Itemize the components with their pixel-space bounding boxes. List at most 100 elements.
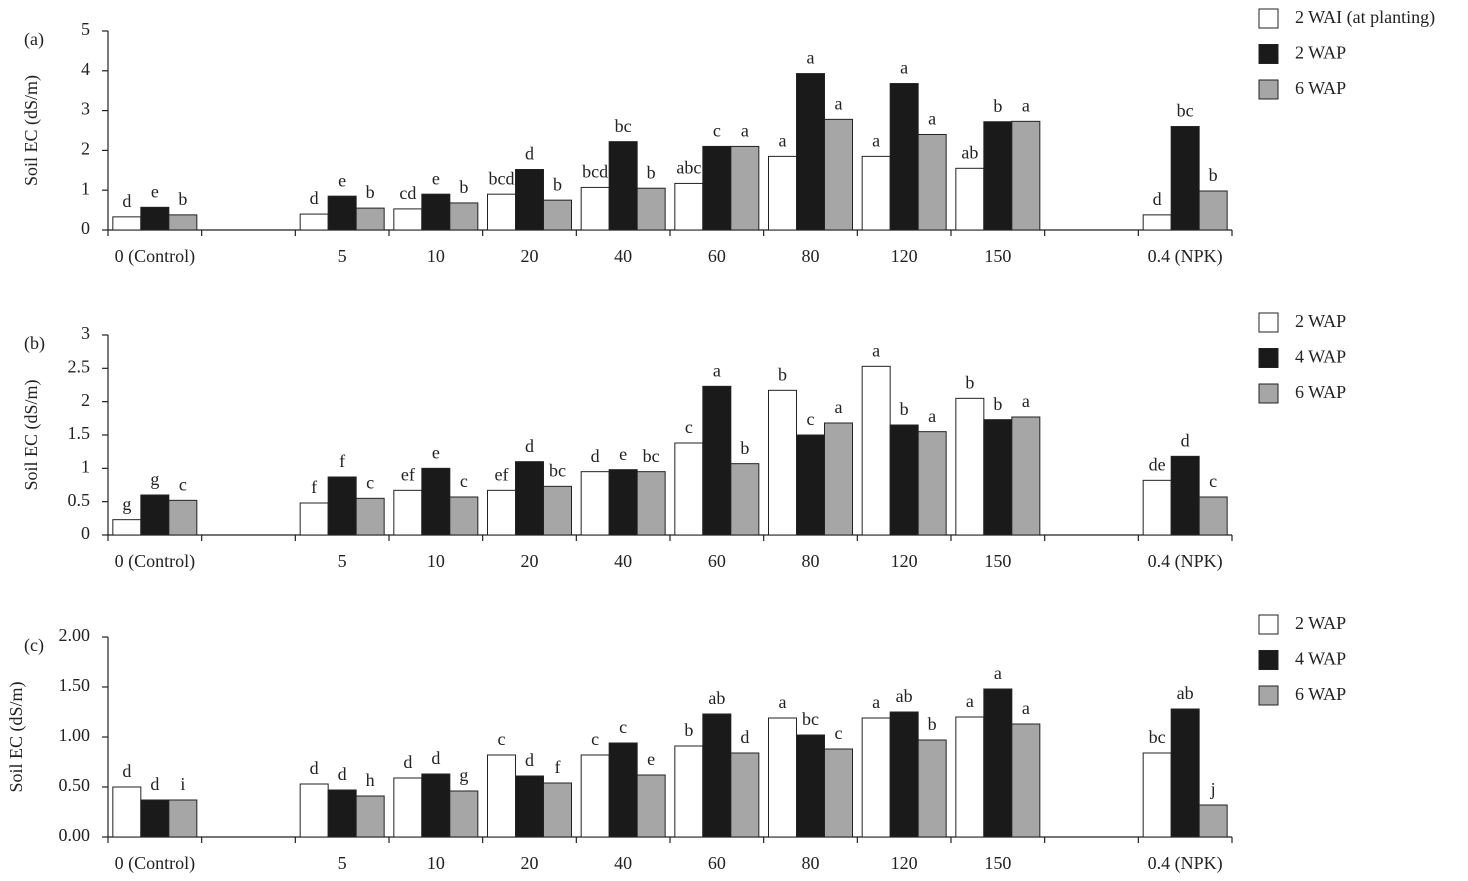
significance-letter: d — [525, 436, 534, 456]
bar — [515, 461, 544, 536]
bar — [730, 463, 760, 536]
bar — [515, 169, 544, 231]
significance-letter: c — [498, 729, 506, 749]
legend-label: 2 WAI (at planting) — [1295, 7, 1435, 28]
bar — [168, 799, 198, 838]
y-tick-label: 4 — [81, 59, 90, 79]
y-tick-label: 3 — [81, 99, 90, 119]
bar — [487, 489, 516, 536]
significance-letter: d — [310, 188, 319, 208]
bar — [796, 434, 825, 536]
bar — [861, 365, 891, 536]
significance-letter: h — [366, 770, 375, 790]
bar — [824, 748, 853, 838]
significance-letter: b — [178, 189, 187, 209]
significance-letter: j — [1210, 779, 1216, 799]
x-tick-label: 40 — [614, 246, 632, 266]
x-tick-label: 10 — [427, 853, 445, 873]
x-tick-label: 40 — [614, 551, 632, 571]
bar — [487, 754, 516, 838]
bar — [487, 193, 516, 231]
panel-label: (a) — [24, 29, 44, 50]
significance-letter: f — [339, 451, 345, 471]
bar — [861, 155, 891, 231]
significance-letter: a — [713, 360, 721, 380]
significance-letter: c — [685, 417, 693, 437]
x-tick-label: 5 — [338, 853, 347, 873]
significance-letter: c — [835, 723, 843, 743]
legend-label: 4 WAP — [1295, 347, 1346, 367]
y-tick-label: 0.50 — [59, 775, 91, 795]
y-axis-label: Soil EC (dS/m) — [21, 75, 42, 186]
x-tick-label: 0 (Control) — [115, 551, 196, 572]
significance-letter: a — [835, 93, 843, 113]
bar — [327, 789, 357, 838]
bar — [449, 202, 479, 231]
significance-letter: e — [338, 170, 346, 190]
significance-letter: d — [150, 774, 159, 794]
legend-label: 6 WAP — [1295, 78, 1346, 98]
bar — [1011, 723, 1041, 838]
significance-letter: a — [900, 58, 908, 78]
bar — [112, 519, 142, 536]
significance-letter: d — [1181, 430, 1190, 450]
y-tick-label: 5 — [81, 19, 90, 39]
bar — [1142, 214, 1172, 231]
significance-letter: a — [966, 691, 974, 711]
panel-label: (c) — [24, 635, 44, 656]
significance-letter: d — [431, 748, 440, 768]
bar — [1011, 120, 1041, 231]
x-tick-label: 150 — [984, 551, 1011, 571]
y-tick-label: 1 — [81, 456, 90, 476]
bar — [112, 786, 142, 838]
bar — [515, 775, 544, 838]
significance-letter: a — [872, 130, 880, 150]
significance-letter: b — [993, 394, 1002, 414]
legend-swatch — [1258, 685, 1279, 706]
bar — [168, 499, 198, 536]
x-tick-label: 150 — [984, 853, 1011, 873]
significance-letter: c — [460, 471, 468, 491]
bar — [112, 216, 142, 231]
legend-swatch — [1258, 8, 1279, 29]
significance-letter: bc — [802, 709, 819, 729]
bar — [393, 208, 423, 231]
x-tick-label: 80 — [802, 551, 820, 571]
bar — [702, 385, 732, 536]
bar — [955, 716, 985, 838]
y-tick-label: 1 — [81, 178, 90, 198]
bar — [608, 742, 638, 838]
bar — [580, 754, 610, 838]
significance-letter: a — [835, 397, 843, 417]
significance-letter: b — [778, 364, 787, 384]
bar — [889, 83, 919, 231]
bar — [730, 752, 760, 838]
y-axis-label: Soil EC (dS/m) — [6, 681, 27, 792]
bar — [702, 713, 732, 838]
significance-letter: e — [619, 444, 627, 464]
significance-letter: b — [900, 399, 909, 419]
bar — [636, 187, 666, 231]
significance-letter: bcd — [489, 168, 515, 188]
bar — [983, 688, 1013, 838]
significance-letter: bc — [615, 116, 632, 136]
x-tick-label: 150 — [984, 246, 1011, 266]
bar — [636, 774, 666, 838]
y-tick-label: 1.50 — [59, 675, 91, 695]
significance-letter: d — [740, 727, 749, 747]
legend-label: 6 WAP — [1295, 382, 1346, 402]
significance-letter: c — [366, 472, 374, 492]
significance-letter: i — [180, 774, 185, 794]
bar — [1142, 479, 1172, 536]
significance-letter: d — [1153, 189, 1162, 209]
significance-letter: bc — [549, 460, 566, 480]
bar — [1170, 126, 1200, 231]
x-tick-label: 20 — [521, 853, 539, 873]
significance-letter: a — [872, 340, 880, 360]
significance-letter: b — [740, 438, 749, 458]
x-tick-label: 20 — [521, 551, 539, 571]
y-tick-label: 0 — [81, 523, 90, 543]
bar — [421, 193, 451, 231]
x-tick-label: 5 — [338, 246, 347, 266]
bar — [421, 773, 451, 838]
